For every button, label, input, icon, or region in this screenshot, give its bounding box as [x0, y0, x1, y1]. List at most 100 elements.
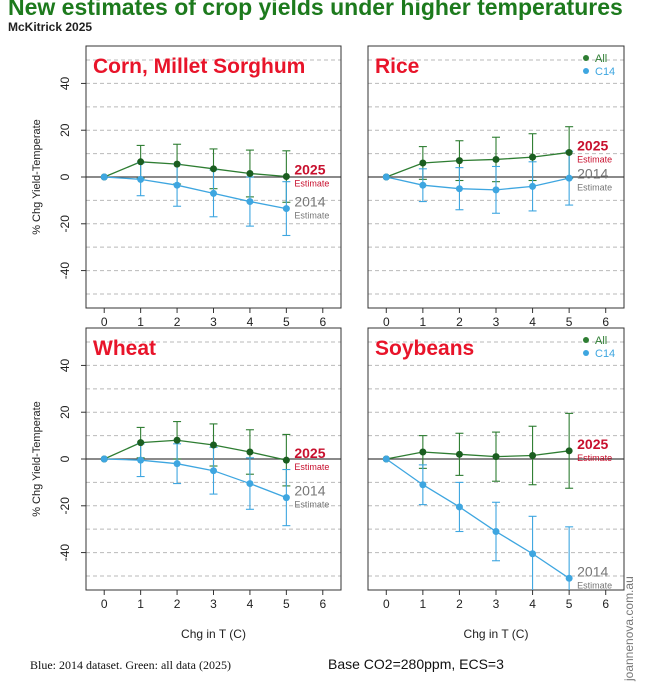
- x-tick-label: 1: [420, 597, 427, 611]
- end-sublabel-2025: Estimate: [577, 453, 612, 463]
- data-point: [173, 460, 181, 468]
- data-point: [529, 182, 537, 190]
- end-sublabel-2014: Estimate: [294, 211, 329, 221]
- series-line: [386, 450, 570, 460]
- x-axis-title: Chg in T (C): [464, 627, 529, 641]
- end-label-2014: 2014: [577, 563, 608, 579]
- panel-title: Corn, Millet Sorghum: [93, 55, 305, 78]
- legend-label: C14: [595, 348, 615, 360]
- plot-area: [382, 412, 574, 590]
- end-label-2025: 2025: [294, 445, 325, 461]
- series-line: [103, 161, 287, 178]
- data-point: [173, 160, 181, 168]
- end-sublabel-2025: Estimate: [577, 154, 612, 164]
- data-point: [565, 447, 573, 455]
- data-point: [492, 186, 500, 194]
- data-point: [282, 205, 290, 213]
- x-tick-label: 1: [137, 315, 144, 329]
- x-axis-title: Chg in T (C): [181, 627, 246, 641]
- series-line: [104, 458, 287, 499]
- data-point: [565, 174, 573, 182]
- end-label-2025: 2025: [577, 436, 608, 452]
- x-tick-label: 5: [283, 597, 290, 611]
- end-sublabel-2025: Estimate: [294, 462, 329, 472]
- plot-area: [100, 421, 291, 527]
- x-tick-label: 0: [383, 597, 390, 611]
- x-tick-label: 0: [383, 315, 390, 329]
- legend-label: All: [595, 53, 607, 65]
- x-tick-label: 5: [566, 597, 573, 611]
- data-point: [100, 455, 108, 463]
- legend-marker: [583, 350, 589, 356]
- x-tick-label: 0: [101, 597, 108, 611]
- panel-3: 0 1 2 3 4 5 6 -40 -20 0 20 40 % Chg Yield-Temperate C…: [31, 327, 342, 641]
- data-point: [382, 455, 390, 463]
- data-point: [419, 448, 427, 456]
- data-point: [455, 450, 463, 458]
- data-point: [419, 481, 427, 489]
- data-point: [246, 198, 254, 206]
- y-tick-label: -20: [58, 497, 72, 515]
- x-tick-label: 1: [420, 315, 427, 329]
- data-point: [419, 181, 427, 189]
- x-tick-label: 3: [493, 315, 500, 329]
- end-sublabel-2014: Estimate: [294, 500, 329, 510]
- figure-subtitle: McKitrick 2025: [8, 20, 93, 34]
- y-axis-title: % Chg Yield-Temperate: [31, 401, 43, 517]
- data-point: [529, 550, 537, 558]
- x-tick-label: 6: [319, 315, 326, 329]
- y-tick-label: 40: [58, 358, 72, 372]
- data-point: [492, 155, 500, 163]
- data-point: [137, 439, 145, 447]
- data-point: [282, 494, 290, 502]
- series-line: [386, 176, 570, 191]
- y-tick-label: 0: [58, 455, 72, 462]
- y-tick-label: 20: [58, 123, 72, 137]
- x-tick-label: 5: [566, 315, 573, 329]
- panel-1: 0 1 2 3 4 5 6 -40 -20 0 20 40 % Chg Yield-Temperate C…: [31, 45, 342, 329]
- y-tick-label: 0: [58, 173, 72, 180]
- plot-area: [382, 126, 574, 214]
- series-line: [385, 458, 570, 579]
- watermark: joannenova.com.au: [622, 576, 636, 681]
- legend-marker: [583, 55, 589, 61]
- end-sublabel-2014: Estimate: [577, 580, 612, 590]
- x-tick-label: 3: [210, 597, 217, 611]
- x-tick-label: 4: [529, 315, 536, 329]
- y-tick-label: -40: [58, 262, 72, 280]
- y-tick-label: -20: [58, 215, 72, 233]
- data-point: [210, 441, 217, 449]
- x-tick-label: 4: [247, 597, 254, 611]
- data-point: [282, 173, 290, 181]
- end-label-2014: 2014: [294, 483, 325, 499]
- legend-marker: [583, 337, 589, 343]
- figure-title: New estimates of crop yields under highe…: [8, 0, 623, 20]
- data-point: [492, 528, 500, 536]
- footer-note: Blue: 2014 dataset. Green: all data (202…: [30, 658, 231, 672]
- end-label-2025: 2025: [294, 162, 325, 178]
- end-sublabel-2014: Estimate: [577, 182, 612, 192]
- legend-marker: [583, 68, 589, 74]
- data-point: [173, 181, 181, 189]
- data-point: [246, 448, 254, 456]
- data-point: [382, 173, 390, 181]
- data-point: [173, 436, 181, 444]
- data-point: [282, 456, 290, 464]
- data-point: [565, 574, 573, 582]
- data-point: [210, 165, 217, 173]
- data-point: [529, 153, 537, 161]
- data-point: [492, 453, 500, 461]
- data-point: [246, 169, 254, 177]
- data-point: [100, 173, 108, 181]
- panel-title: Soybeans: [375, 337, 474, 360]
- footer-parameters: Base CO2=280ppm, ECS=3: [328, 656, 504, 672]
- plot-area: [100, 143, 291, 237]
- x-tick-label: 6: [602, 597, 609, 611]
- x-tick-label: 6: [602, 315, 609, 329]
- x-tick-label: 2: [174, 597, 181, 611]
- data-point: [246, 480, 254, 488]
- x-tick-label: 1: [137, 597, 144, 611]
